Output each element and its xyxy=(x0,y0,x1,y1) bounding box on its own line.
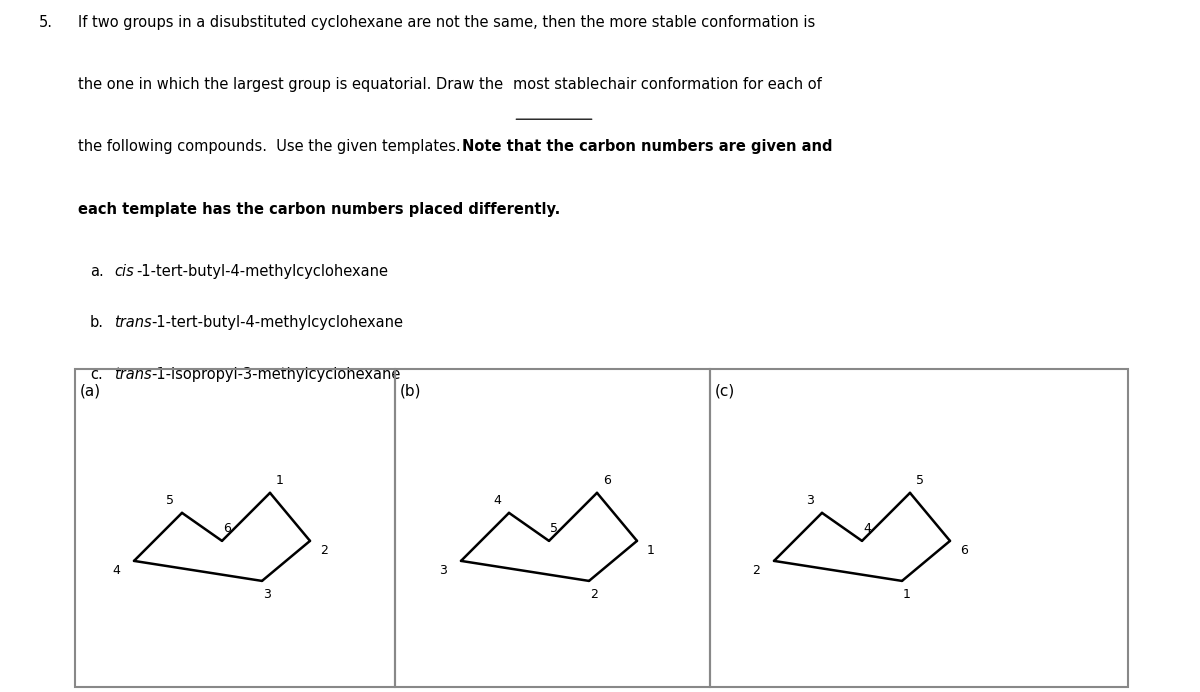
Text: -1-tert-butyl-4-methylcyclohexane: -1-tert-butyl-4-methylcyclohexane xyxy=(151,316,403,330)
Text: If two groups in a disubstituted cyclohexane are not the same, then the more sta: If two groups in a disubstituted cyclohe… xyxy=(78,15,815,30)
Text: 1: 1 xyxy=(276,474,284,487)
Text: 3: 3 xyxy=(263,588,271,601)
Text: each template has the carbon numbers placed differently.: each template has the carbon numbers pla… xyxy=(78,202,560,217)
Bar xyxy=(74,369,395,687)
Bar xyxy=(710,369,1128,687)
Text: 5.: 5. xyxy=(38,15,53,30)
Text: 1: 1 xyxy=(904,588,911,601)
Text: cis: cis xyxy=(114,264,133,279)
Text: 2: 2 xyxy=(590,588,598,601)
Text: -1-isopropyl-3-methylcyclohexane: -1-isopropyl-3-methylcyclohexane xyxy=(151,367,401,382)
Text: (b): (b) xyxy=(400,384,421,399)
Text: 5: 5 xyxy=(550,522,558,536)
Text: b.: b. xyxy=(90,316,104,330)
Text: a.: a. xyxy=(90,264,103,279)
Text: trans: trans xyxy=(114,367,151,382)
Text: (c): (c) xyxy=(715,384,736,399)
Text: 1: 1 xyxy=(647,545,655,557)
Text: 6: 6 xyxy=(223,522,230,536)
Text: 3: 3 xyxy=(806,494,814,507)
Text: 3: 3 xyxy=(439,565,446,577)
Text: 5: 5 xyxy=(916,474,924,487)
Text: Note that the carbon numbers are given and: Note that the carbon numbers are given a… xyxy=(462,139,833,154)
Text: the following compounds.  Use the given templates.: the following compounds. Use the given t… xyxy=(78,139,470,154)
Text: 4: 4 xyxy=(493,494,500,507)
Text: 2: 2 xyxy=(752,565,760,577)
Text: (a): (a) xyxy=(80,384,101,399)
Text: 4: 4 xyxy=(863,522,871,536)
Text: the one in which the largest group is equatorial. Draw the: the one in which the largest group is eq… xyxy=(78,77,508,92)
Text: 2: 2 xyxy=(320,545,328,557)
Text: c.: c. xyxy=(90,367,103,382)
Text: most stable: most stable xyxy=(514,77,600,92)
Text: 6: 6 xyxy=(960,545,968,557)
Text: 5: 5 xyxy=(166,494,174,507)
Text: chair conformation for each of: chair conformation for each of xyxy=(595,77,821,92)
Text: 4: 4 xyxy=(112,565,120,577)
Bar xyxy=(395,369,710,687)
Text: 6: 6 xyxy=(604,474,611,487)
Text: -1-tert-butyl-4-methylcyclohexane: -1-tert-butyl-4-methylcyclohexane xyxy=(136,264,388,279)
Text: trans: trans xyxy=(114,316,151,330)
